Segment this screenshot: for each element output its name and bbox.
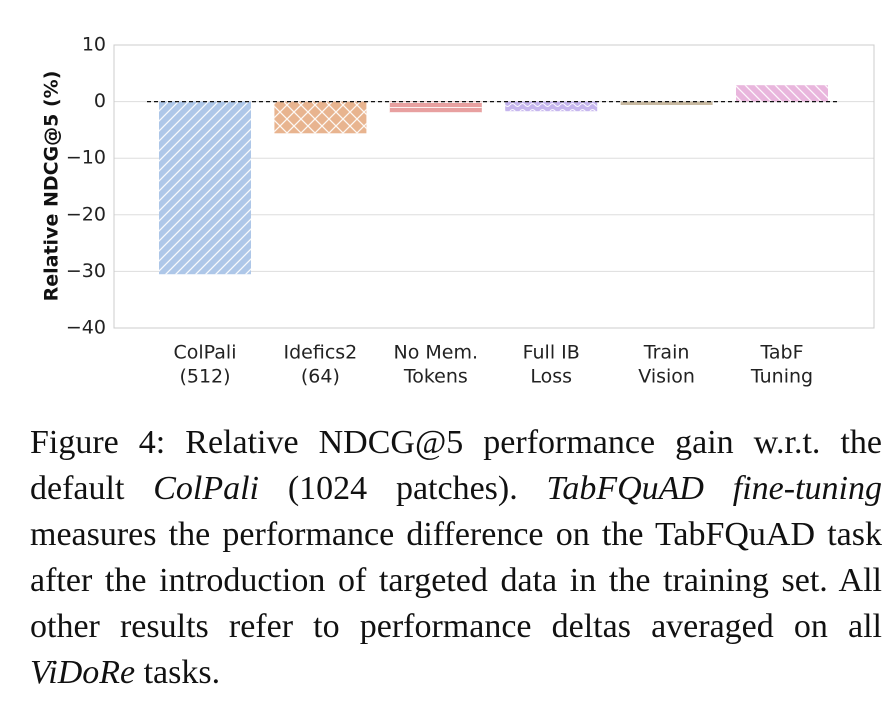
bar bbox=[389, 101, 482, 113]
bar-hatch bbox=[159, 101, 251, 275]
bar-hatch bbox=[505, 101, 598, 112]
y-tick-label: −30 bbox=[66, 260, 106, 282]
y-tick-label: 10 bbox=[82, 34, 106, 56]
x-tick-label: ColPali bbox=[174, 342, 237, 364]
y-tick-label: −40 bbox=[66, 317, 106, 339]
y-tick-labels: 10 0 −10 −20 −30 −40 bbox=[66, 34, 106, 339]
bar-fill bbox=[620, 101, 713, 105]
caption-emphasis-tabfquad: TabFQuAD fine-tuning bbox=[546, 470, 882, 507]
bar bbox=[274, 101, 367, 134]
x-tick-label: Full IB bbox=[523, 342, 580, 364]
x-tick-label: Idefics2 bbox=[284, 342, 358, 364]
x-tick-label: Vision bbox=[638, 366, 695, 388]
x-tick-labels: ColPali(512) Idefics2(64) No Mem.Tokens Ful… bbox=[174, 342, 814, 388]
bar bbox=[159, 101, 251, 275]
bar-hatch bbox=[389, 101, 482, 113]
x-tick-label: Tokens bbox=[403, 366, 468, 388]
x-tick-label: (512) bbox=[179, 366, 230, 388]
x-tick-label: Loss bbox=[530, 366, 572, 388]
y-tick-label: −20 bbox=[66, 203, 106, 225]
caption-emphasis-vidore: ViDoRe bbox=[30, 654, 136, 691]
x-tick-label: TabF bbox=[759, 342, 803, 364]
bar-layer bbox=[159, 85, 828, 275]
bar-chart: 10 0 −10 −20 −30 −40 ColPali(512) Idefics2(64)… bbox=[41, 34, 875, 388]
y-tick-label: 0 bbox=[94, 90, 106, 112]
plot-frame bbox=[113, 44, 875, 329]
x-tick-label: Train bbox=[643, 342, 690, 364]
x-tick-label: Tuning bbox=[750, 366, 813, 388]
chart-area: 10 0 −10 −20 −30 −40 ColPali (512) Idefics2 (64)… bbox=[41, 34, 875, 388]
y-tick-label: −10 bbox=[66, 147, 106, 169]
caption-middle-1: (1024 patches). bbox=[259, 470, 547, 507]
figure-caption: Figure 4: Relative NDCG@5 performance ga… bbox=[30, 420, 882, 696]
caption-lead: Figure 4: Relative NDCG@5 performance ga… bbox=[30, 424, 882, 507]
caption-tail: tasks. bbox=[135, 654, 221, 691]
bar-hatch bbox=[736, 85, 828, 102]
y-axis-label: Relative NDCG@5 (%) bbox=[41, 71, 63, 302]
caption-middle-2: measures the performance difference on t… bbox=[30, 516, 882, 645]
bar-hatch bbox=[274, 101, 367, 134]
bar bbox=[736, 85, 828, 102]
x-tick-label: No Mem. bbox=[394, 342, 479, 364]
bar bbox=[620, 101, 713, 105]
caption-emphasis-colpali: ColPali bbox=[153, 470, 260, 507]
x-tick-label: (64) bbox=[301, 366, 340, 388]
bar bbox=[505, 101, 598, 112]
